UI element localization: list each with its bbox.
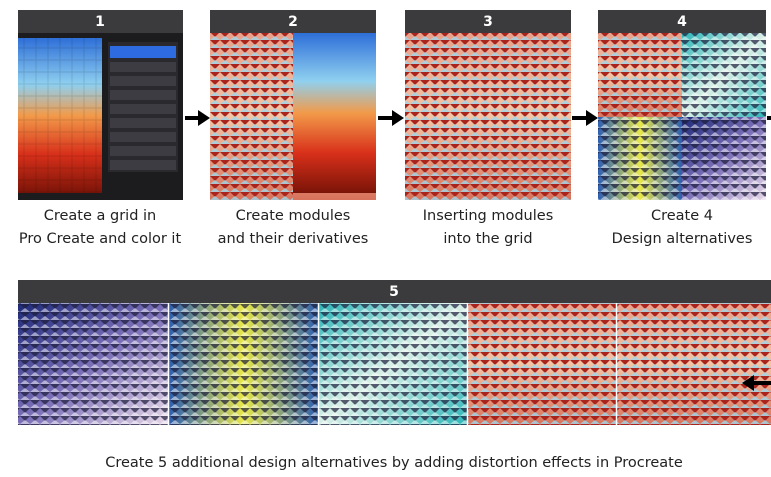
caption: and their derivatives	[218, 231, 369, 247]
step-number: 4	[677, 14, 687, 30]
step-number: 5	[389, 284, 399, 300]
caption: Create 4	[651, 208, 713, 224]
final-caption: Create 5 additional design alternatives …	[105, 455, 683, 471]
caption: Inserting modules	[423, 208, 554, 224]
alt-pattern	[169, 303, 318, 425]
alt-pattern	[598, 117, 682, 200]
alt-pattern	[319, 303, 467, 425]
alt-pattern	[468, 303, 616, 425]
step-number: 3	[483, 14, 493, 30]
module-pattern	[405, 33, 571, 200]
alt-pattern	[617, 303, 771, 425]
caption: Create a grid in	[44, 208, 157, 224]
caption: into the grid	[443, 231, 532, 247]
alt-pattern	[18, 303, 168, 425]
step-number: 2	[288, 14, 298, 30]
gradient-grid	[293, 33, 376, 193]
layer-row	[110, 46, 176, 58]
alt-pattern	[682, 117, 766, 200]
step-number: 1	[95, 14, 105, 30]
caption: Create modules	[236, 208, 351, 224]
caption: Design alternatives	[612, 231, 753, 247]
process-diagram: 1 2 3 4 Create a grid in Pro Create and …	[0, 0, 771, 477]
caption: Pro Create and color it	[19, 231, 182, 247]
alt-pattern	[598, 33, 682, 117]
module-pattern	[210, 33, 293, 200]
grid-overlay	[18, 38, 102, 193]
alt-pattern	[682, 33, 766, 117]
